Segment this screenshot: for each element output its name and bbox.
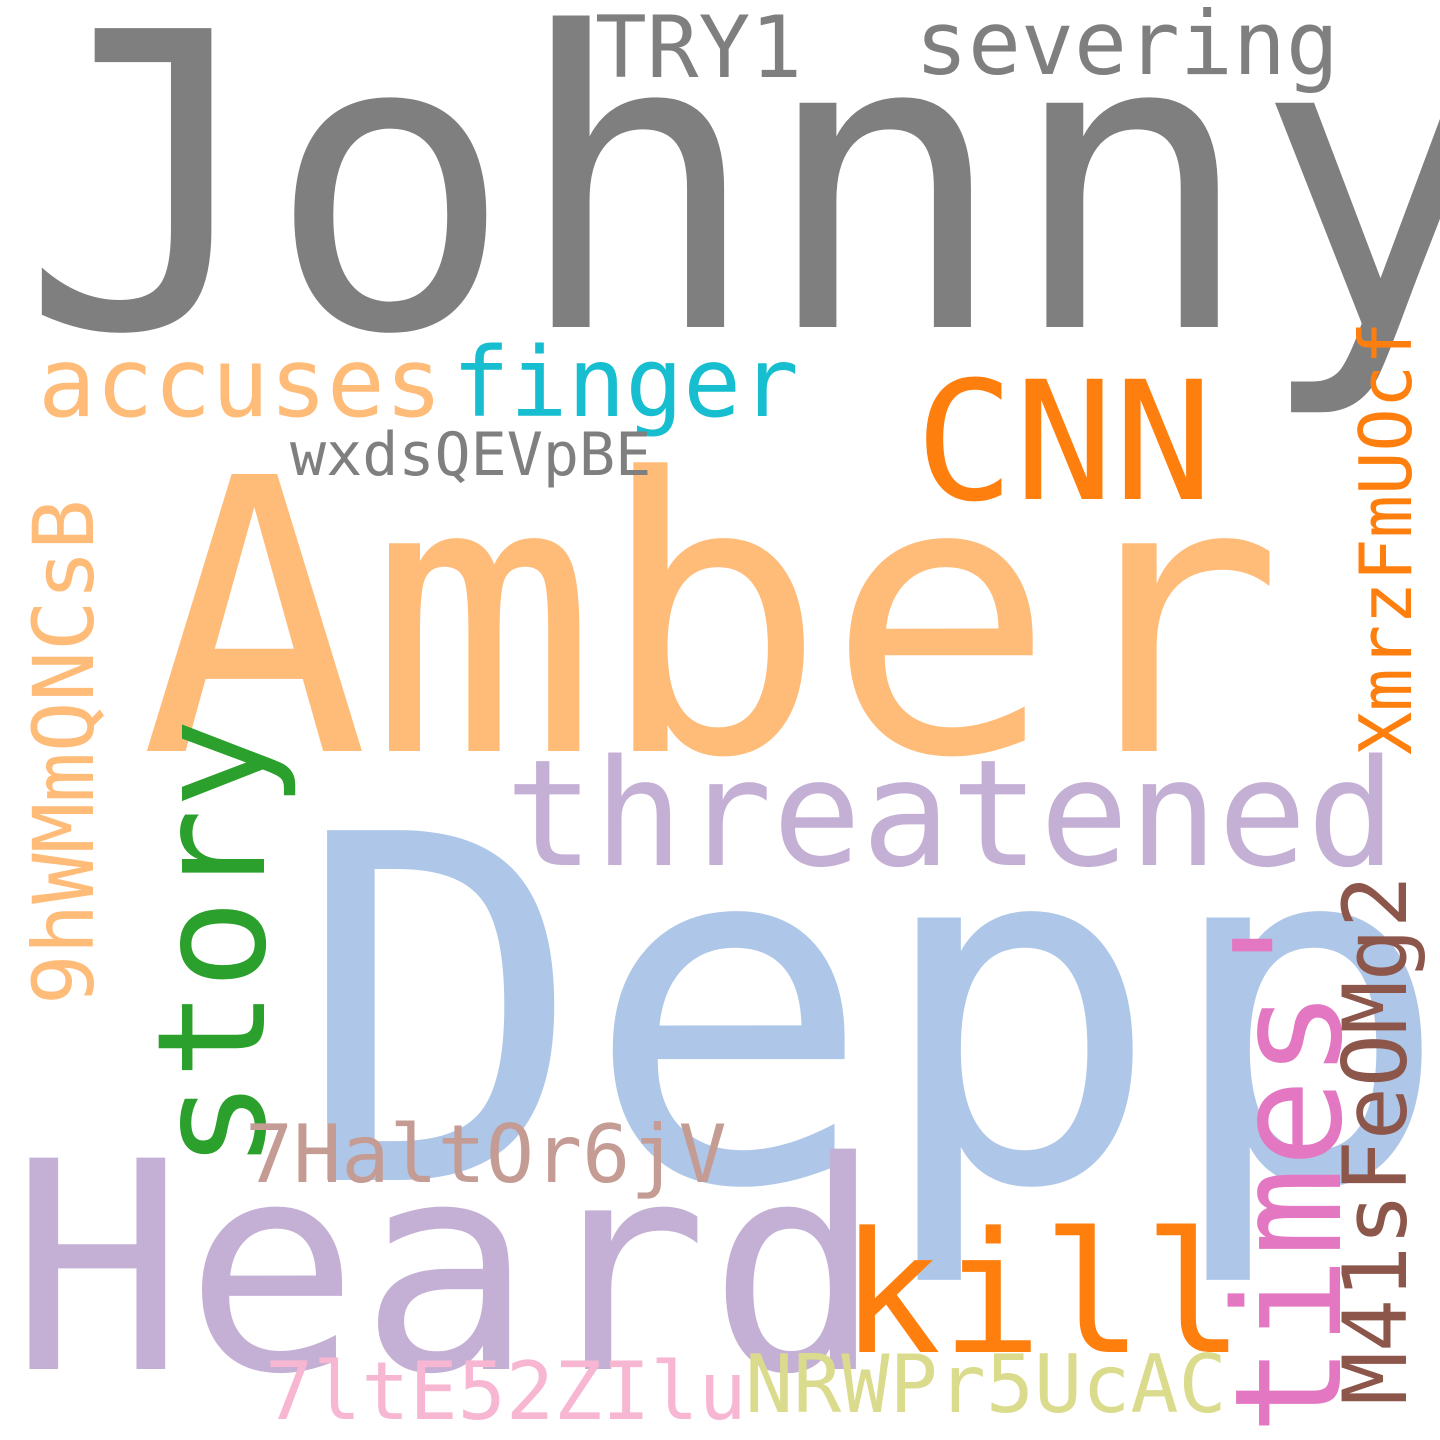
word-xmrzfmuocf: XmrzFmUOcf bbox=[1344, 321, 1428, 755]
word-amber: Amber bbox=[140, 398, 1284, 841]
word-7lte52zilu: 7ltE52ZIlu bbox=[265, 1345, 747, 1438]
word-cnn: CNN bbox=[915, 346, 1214, 538]
word-depp: Depp bbox=[295, 735, 1440, 1294]
word-m41sfeomg2: M41sFeOMg2 bbox=[1324, 875, 1427, 1405]
word-johnny: Johnny bbox=[20, 0, 1440, 424]
word-finger: finger bbox=[452, 327, 799, 439]
word-story: story bbox=[126, 718, 300, 1170]
word-severing: severing bbox=[915, 0, 1339, 95]
word-nrwpr5ucac: NRWPr5UcAC bbox=[745, 1338, 1227, 1431]
word-7halt0r6jv: 7HaltOr6jV bbox=[245, 1108, 727, 1201]
word-kill: kill bbox=[840, 1196, 1245, 1392]
word-threatened: threatened bbox=[505, 728, 1397, 900]
word-heard: Heard bbox=[10, 1101, 883, 1438]
word-accuses: accuses bbox=[38, 327, 443, 439]
word-wxdsqevpbe: wxdsQEVpBE bbox=[290, 420, 652, 490]
word-9hwmmqncsb: 9hWMmQNCsB bbox=[15, 499, 113, 1005]
word-try1: TRY1 bbox=[595, 0, 803, 98]
